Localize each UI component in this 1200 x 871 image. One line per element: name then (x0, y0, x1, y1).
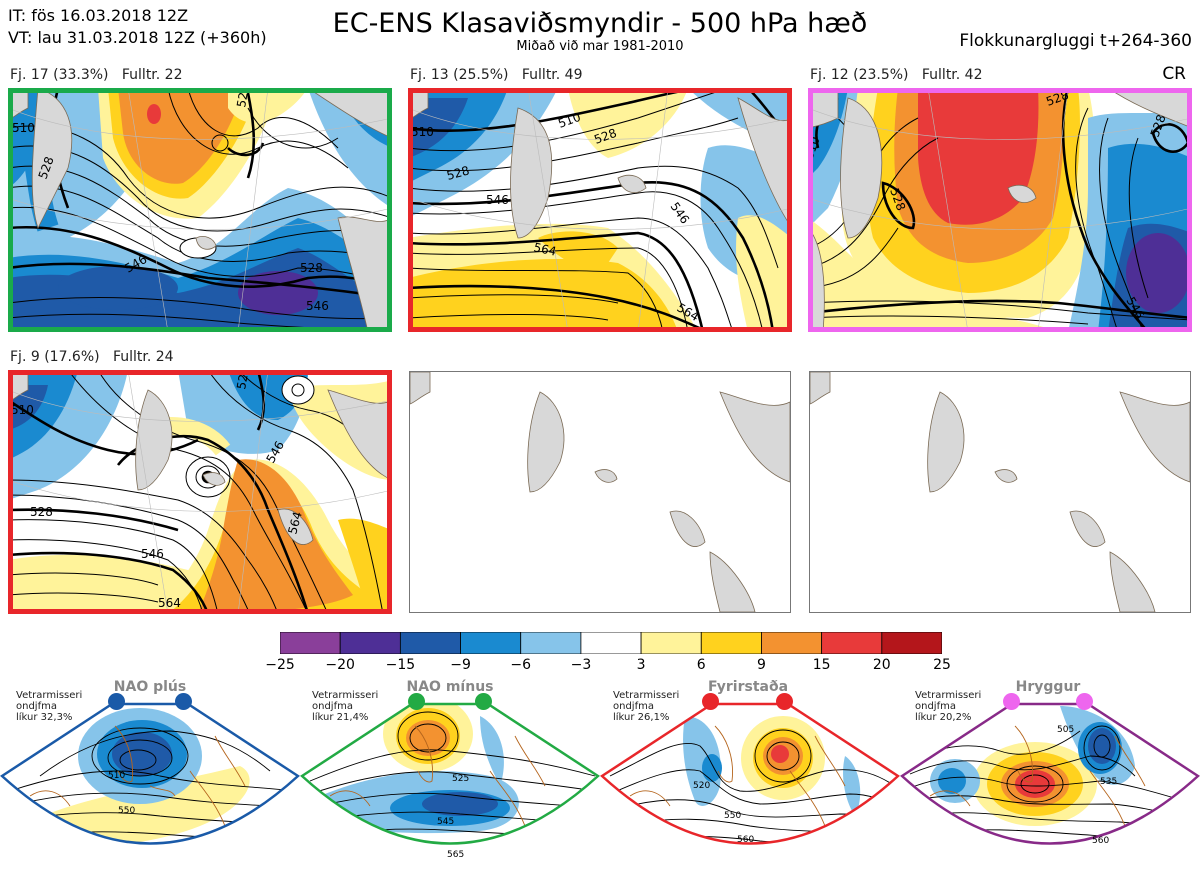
climate-reference: Miðað við mar 1981-2010 (516, 39, 684, 54)
clustering-window: Flokkunargluggi t+264-360 (959, 31, 1192, 51)
regime-blocking: 520 550 560 (600, 676, 900, 871)
regime-dot (108, 693, 125, 710)
regime-note-nao-plus: Vetrarmisseri ondjfma líkur 32,3% (16, 690, 83, 723)
init-time: IT: fös 16.03.2018 12Z (8, 6, 189, 25)
colorbar-segment (339, 631, 401, 655)
regime-title-ridge: Hryggur (1015, 679, 1081, 695)
contour-label: 528 (30, 505, 53, 519)
colorbar-segment (520, 631, 582, 655)
regime-dot (702, 693, 719, 710)
contour-label: 528 (300, 261, 323, 275)
colorbar-tick-label: 20 (872, 657, 891, 673)
regime-ridge: 505 535 560 (900, 676, 1200, 871)
contour-label: 528 (445, 163, 471, 182)
contour-label: 545 (437, 817, 454, 827)
cluster-1-label: Fj. 17 (33.3%) Fulltr. 22 (10, 67, 183, 83)
contour-label: 525 (452, 774, 469, 784)
contour-label: 510 (108, 771, 125, 781)
contour-label: 565 (447, 850, 464, 860)
colorbar-tick-label: 15 (812, 657, 831, 673)
cluster-4-label: Fj. 9 (17.6%) Fulltr. 24 (10, 349, 174, 365)
colorbar-tick-label: −9 (450, 657, 471, 673)
colorbar-tick-label: 3 (636, 657, 646, 673)
colorbar-segment (821, 631, 883, 655)
cluster-3-label: Fj. 12 (23.5%) Fulltr. 42 (810, 67, 983, 83)
empty-map-2 (809, 371, 1191, 613)
contour-label: 510 (11, 403, 34, 417)
cluster-2-map: 510 510 528 528 546 564 546 564 (408, 88, 792, 332)
cluster-1-map: 510 528 528 546 528 546 564 (8, 88, 392, 332)
cluster-4-map: 528 510 546 528 564 546 564 (8, 370, 392, 614)
cluster-3-frame (808, 88, 1192, 332)
colorbar-tick-label: 25 (933, 657, 951, 673)
regime-dot (1003, 693, 1020, 710)
contour-label: 560 (737, 835, 754, 845)
colorbar-segment (640, 631, 702, 655)
regime-note-ridge: Vetrarmisseri ondjfma líkur 20,2% (915, 690, 982, 723)
empty-map-1 (409, 371, 791, 613)
contour-label: 560 (1092, 836, 1109, 846)
colorbar-segment (399, 631, 461, 655)
cluster-4-frame (8, 370, 392, 614)
contour-label: 535 (1100, 777, 1117, 787)
regime-note-blocking: Vetrarmisseri ondjfma líkur 26,1% (613, 690, 680, 723)
regime-dot (475, 693, 492, 710)
colorbar-tick-label: −15 (385, 657, 416, 673)
colorbar-segment (279, 631, 341, 655)
contour-label: 546 (486, 193, 509, 207)
cluster-2-label: Fj. 13 (25.5%) Fulltr. 49 (410, 67, 583, 83)
regime-note-nao-minus: Vetrarmisseri ondjfma líkur 21,4% (312, 690, 379, 723)
contour-label: 510 (411, 125, 434, 139)
colorbar-segment (761, 631, 823, 655)
cluster-2-frame (408, 88, 792, 332)
regime-title-nao-minus: NAO mínus (406, 679, 494, 695)
regime-nao-plus: 510 550 (0, 676, 300, 871)
contour-label: 564 (532, 240, 557, 258)
regime-dot (1076, 693, 1093, 710)
colorbar-tick-label: 9 (756, 657, 766, 673)
cluster-1-frame (8, 88, 392, 332)
colorbar-tick-label: −25 (265, 657, 295, 673)
colorbar (279, 631, 943, 655)
contour-label: 546 (141, 547, 164, 561)
colorbar-tick-label: 6 (696, 657, 706, 673)
regime-dot (408, 693, 425, 710)
contour-label: 505 (1057, 725, 1074, 735)
page-title: EC-ENS Klasaviðsmyndir - 500 hPa hæð (332, 8, 868, 39)
regime-title-nao-plus: NAO plús (113, 679, 187, 695)
contour-label: 550 (118, 806, 135, 816)
valid-time: VT: lau 31.03.2018 12Z (+360h) (8, 28, 267, 47)
regime-title-blocking: Fyrirstaða (707, 679, 789, 695)
colorbar-tick-label: −3 (570, 657, 592, 673)
colorbar-tick-label: −6 (510, 657, 532, 673)
contour-label: 510 (12, 121, 35, 135)
cluster-3-map: 528 528 510 528 546 5 (808, 88, 1192, 332)
contour-label: 546 (306, 299, 329, 313)
contour-label: 520 (693, 781, 710, 791)
colorbar-segment (881, 631, 943, 655)
contour-label: 528 (234, 88, 252, 109)
regime-dot (175, 693, 192, 710)
regime-dot (776, 693, 793, 710)
contour-label: 564 (285, 510, 304, 536)
contour-label: 528 (234, 370, 252, 391)
contour-label: 564 (158, 596, 181, 610)
contour-label: 550 (724, 811, 741, 821)
colorbar-segment (460, 631, 522, 655)
corner-code: CR (1162, 64, 1186, 84)
colorbar-segment (700, 631, 762, 655)
colorbar-tick-label: −20 (325, 657, 355, 673)
colorbar-segment (580, 631, 642, 655)
regime-nao-minus: 525 545 565 (300, 676, 600, 871)
